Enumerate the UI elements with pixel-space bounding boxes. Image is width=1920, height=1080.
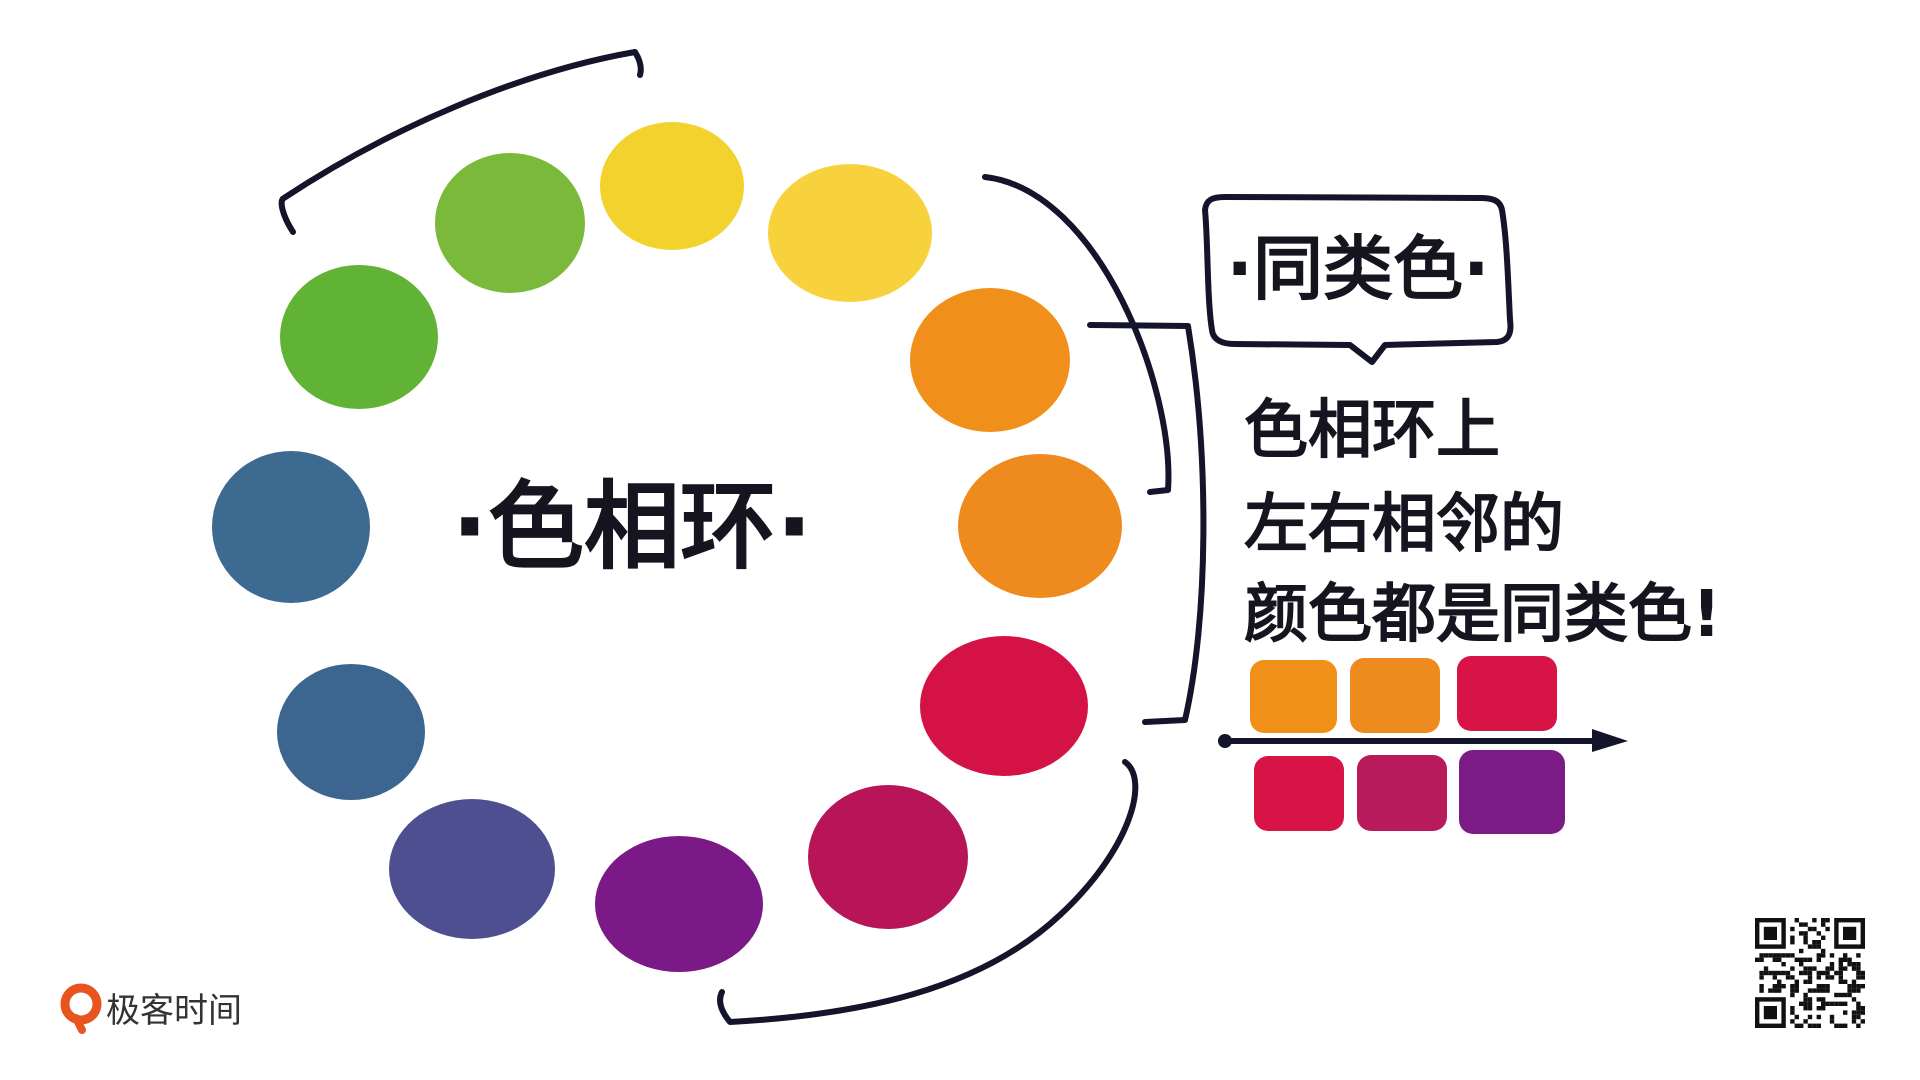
- callout-title: ·同类色·: [1226, 228, 1489, 310]
- hue-circle-dark-orange: [958, 454, 1122, 598]
- swatch-top-1: [1250, 660, 1337, 733]
- callout-bubble: ·同类色·: [1202, 194, 1514, 365]
- hue-circle-green: [280, 265, 438, 409]
- right-bracket-upper: [982, 174, 1172, 495]
- hue-circle-purple: [595, 836, 763, 972]
- swatch-top-3: [1457, 656, 1557, 731]
- logo-tail: [72, 1014, 86, 1034]
- bottom-bracket: [717, 759, 1139, 1025]
- right-bracket-lower: [1087, 322, 1207, 725]
- wheel-title: ·色相环·: [452, 471, 813, 583]
- swatch-top-2: [1350, 658, 1440, 733]
- brand-name: 极客时间: [106, 991, 242, 1031]
- description-line-2: 左右相邻的: [1244, 488, 1564, 562]
- qr-code-icon: [1755, 918, 1865, 1028]
- arrow-head: [1592, 729, 1628, 752]
- hue-circle-orange: [910, 288, 1070, 432]
- callout-description: 色相环上 左右相邻的 颜色都是同类色!: [1244, 394, 1721, 652]
- brand-logo: 极客时间: [60, 983, 242, 1034]
- hue-circle-steel-blue: [277, 664, 425, 800]
- swatch-bottom-3: [1459, 750, 1565, 834]
- logo-mark-icon: [60, 983, 102, 1025]
- hue-circle-light-yellow: [768, 164, 932, 302]
- description-line-1: 色相环上: [1244, 394, 1500, 468]
- hue-circle-red: [920, 636, 1088, 776]
- swatch-bottom-1: [1254, 756, 1344, 831]
- hue-circle-violet-blue: [389, 799, 555, 939]
- hue-circle-magenta: [808, 785, 968, 929]
- hue-circle-blue: [212, 451, 370, 603]
- speech-bubble-outline: [1202, 194, 1514, 365]
- swatch-arrow: [1218, 729, 1628, 752]
- hue-wheel: [212, 122, 1122, 972]
- hue-circle-yellow: [600, 122, 744, 250]
- description-line-3: 颜色都是同类色!: [1244, 578, 1721, 652]
- top-left-bracket: [278, 49, 644, 235]
- swatch-bottom-2: [1357, 755, 1447, 831]
- analogous-swatches: [1250, 656, 1565, 834]
- hue-circle-yellow-green: [435, 153, 585, 293]
